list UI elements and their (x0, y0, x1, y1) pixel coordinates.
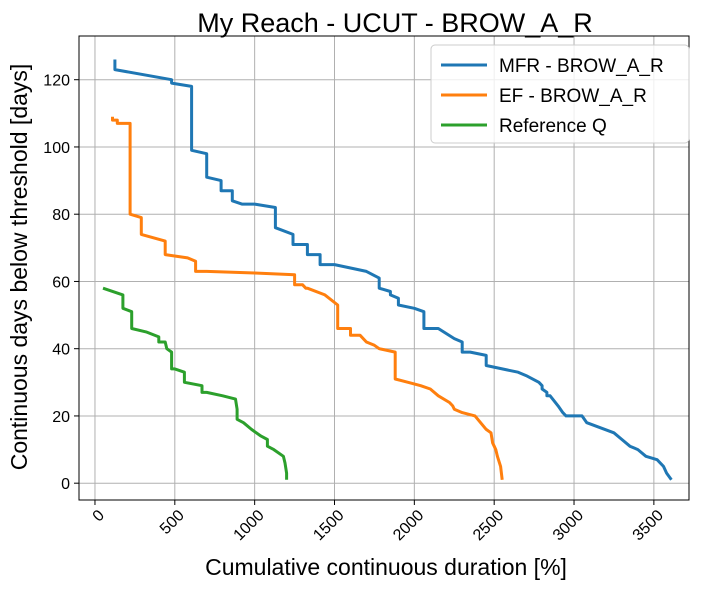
series-line-reference-q (102, 286, 289, 480)
x-axis-title: Cumulative continuous duration [%] (205, 554, 567, 580)
series-line-ef (111, 116, 504, 480)
y-tick-label: 20 (52, 409, 70, 426)
y-tick-label: 80 (52, 207, 70, 224)
legend-label-mfr: MFR - BROW_A_R (499, 56, 664, 77)
legend-label-reference: Reference Q (499, 116, 607, 137)
plot-frame (78, 35, 690, 501)
y-axis-title: Continuous days below threshold [days] (6, 64, 32, 471)
legend-box (430, 44, 690, 144)
y-tick-label: 60 (52, 274, 70, 291)
legend: MFR - BROW_A_R EF - BROW_A_R Reference Q (430, 44, 690, 144)
y-tick-label: 120 (43, 73, 70, 90)
y-tick-label: 40 (52, 342, 70, 359)
y-tick-label: 100 (43, 140, 70, 157)
plot-series (102, 59, 673, 481)
legend-label-ef: EF - BROW_A_R (499, 86, 647, 107)
y-tick-label: 0 (61, 476, 70, 493)
chart-title: My Reach - UCUT - BROW_A_R (197, 8, 593, 38)
series-line-mfr (113, 59, 673, 481)
